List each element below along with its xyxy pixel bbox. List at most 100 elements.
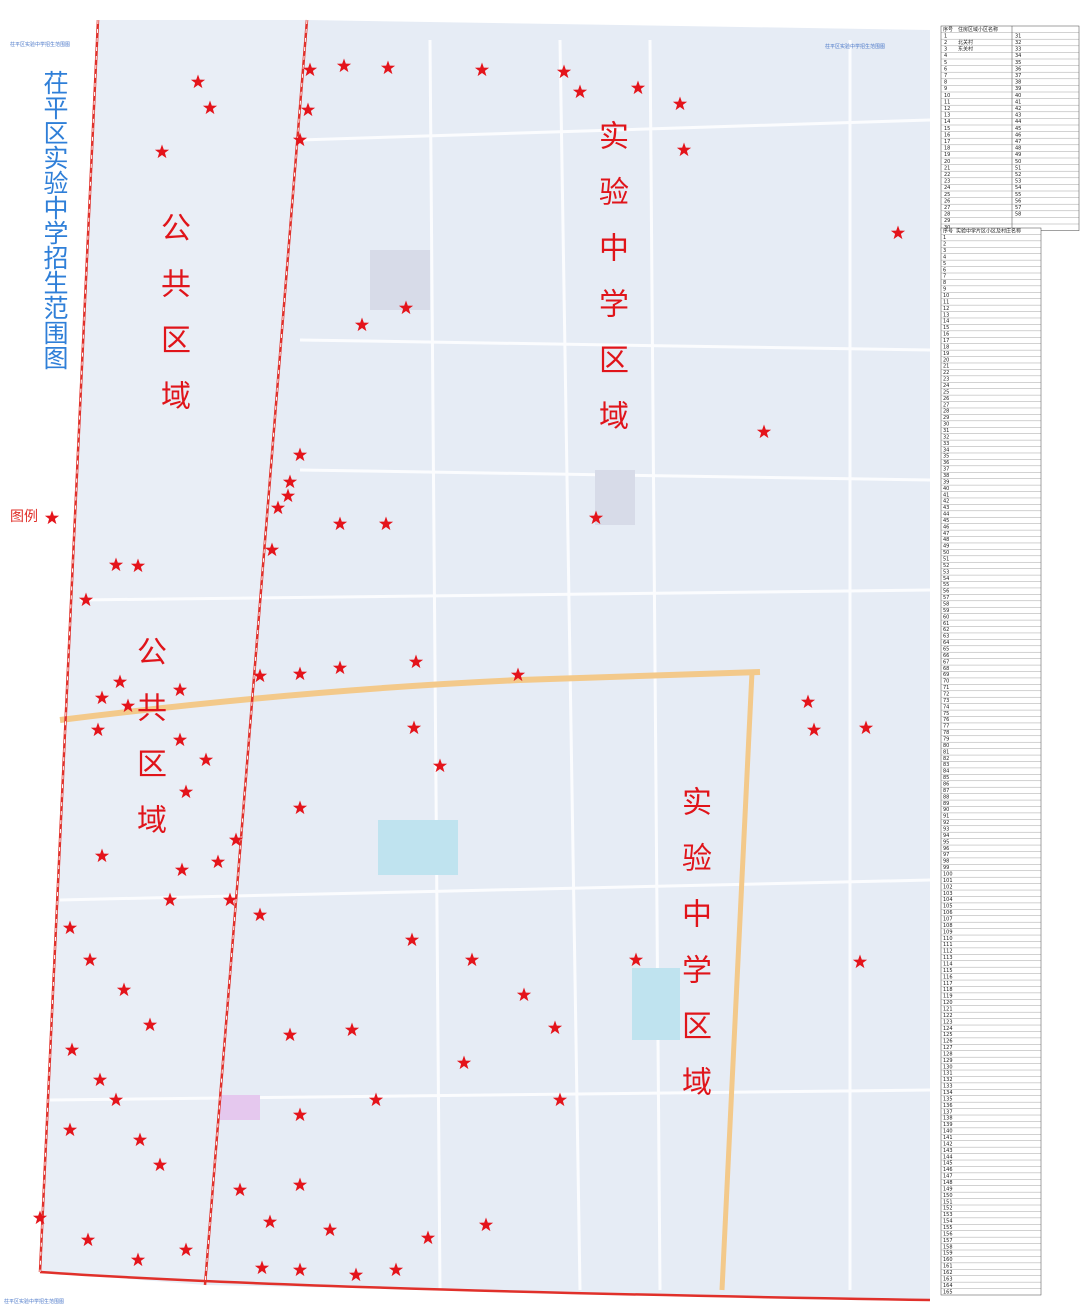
- table-cell: 7: [944, 73, 947, 79]
- table-cell: 18: [944, 146, 950, 152]
- table-cell: 124: [943, 1026, 953, 1032]
- table-cell: 127: [943, 1045, 953, 1051]
- table-cell: 61: [943, 621, 949, 627]
- building: [370, 250, 430, 310]
- star-marker: [80, 1232, 96, 1247]
- star-marker: [94, 848, 110, 863]
- table-cell: 91: [943, 814, 949, 820]
- table-cell: 76: [943, 717, 949, 723]
- star-marker: [806, 722, 822, 737]
- table-cell: 26: [943, 396, 949, 402]
- table-cell: 146: [943, 1167, 953, 1173]
- table-cell: 31: [943, 428, 949, 434]
- star-marker: [252, 907, 268, 922]
- map-title: 茌平区实验中学招生范围图: [40, 70, 69, 370]
- table-cell: 83: [943, 762, 949, 768]
- table-cell: 121: [943, 1006, 953, 1012]
- table-cell: 96: [943, 846, 949, 852]
- table-cell: 100: [943, 871, 953, 877]
- table-cell: 62: [943, 627, 949, 633]
- star-marker: [254, 1260, 270, 1275]
- table-cell: 156: [943, 1231, 953, 1237]
- star-marker: [756, 424, 772, 439]
- table-header: 住房区域小区名称: [958, 26, 998, 33]
- star-marker: [420, 1230, 436, 1245]
- table-cell: 138: [943, 1116, 953, 1122]
- star-marker: [152, 1157, 168, 1172]
- table-cell: 45: [943, 518, 949, 524]
- table-cell: 25: [944, 192, 950, 198]
- table-cell: 133: [943, 1084, 953, 1090]
- table-cell: 153: [943, 1212, 953, 1218]
- table-cell: 115: [943, 968, 953, 974]
- table-cell: 161: [943, 1264, 953, 1270]
- table-cell: 71: [943, 685, 949, 691]
- table-cell: 36: [1015, 66, 1021, 72]
- table-cell: 东关村: [958, 46, 973, 53]
- table-cell: 15: [943, 325, 949, 331]
- table-cell: 11: [943, 299, 949, 305]
- table-cell: 97: [943, 852, 949, 858]
- map: 茌平区实验中学招生范围图 茌平区实验中学招生范围图 茌平区实验中学招生范围图 图…: [4, 19, 931, 1305]
- table-cell: 12: [944, 106, 950, 112]
- area-label: 公共区域: [155, 212, 190, 436]
- table-cell: 27: [943, 402, 949, 408]
- star-marker: [252, 668, 268, 683]
- table-cell: 148: [943, 1180, 953, 1186]
- table-cell: 2: [944, 40, 947, 46]
- table-cell: 55: [943, 582, 949, 588]
- star-marker: [62, 1122, 78, 1137]
- table-cell: 70: [943, 679, 949, 685]
- table-cell: 47: [943, 531, 949, 537]
- table-cell: 23: [944, 179, 950, 185]
- star-marker: [322, 1222, 338, 1237]
- star-marker: [630, 80, 646, 95]
- table-cell: 35: [1015, 60, 1021, 66]
- star-marker: [552, 1092, 568, 1107]
- table-cell: 49: [943, 544, 949, 550]
- table-cell: 14: [943, 319, 949, 325]
- table-cell: 103: [943, 891, 953, 897]
- table-cell: 122: [943, 1013, 953, 1019]
- table-cell: 34: [1015, 53, 1021, 59]
- star-marker: [92, 1072, 108, 1087]
- star-marker: [556, 64, 572, 79]
- table-cell: 165: [943, 1289, 953, 1295]
- table-cell: 88: [943, 794, 949, 800]
- star-marker: [280, 488, 296, 503]
- table-cell: 152: [943, 1206, 953, 1212]
- star-marker: [108, 1092, 124, 1107]
- building: [220, 1095, 260, 1120]
- table-cell: 41: [1015, 99, 1021, 105]
- table-cell: 21: [943, 364, 949, 370]
- table-cell: 130: [943, 1064, 953, 1070]
- table-cell: 51: [1015, 165, 1021, 171]
- table-cell: 12: [943, 306, 949, 312]
- star-marker: [262, 1214, 278, 1229]
- table-cell: 22: [943, 370, 949, 376]
- table-cell: 112: [943, 949, 953, 955]
- building: [378, 820, 458, 875]
- table-cell: 89: [943, 801, 949, 807]
- star-marker: [456, 1055, 472, 1070]
- star-marker: [378, 516, 394, 531]
- table-cell: 94: [943, 833, 949, 839]
- table-cell: 17: [943, 338, 949, 344]
- table-cell: 80: [943, 743, 949, 749]
- star-marker: [432, 758, 448, 773]
- table-cell: 24: [944, 185, 950, 191]
- table-cell: 104: [943, 897, 953, 903]
- table-cell: 24: [943, 383, 949, 389]
- star-marker: [78, 592, 94, 607]
- table-cell: 26: [944, 198, 950, 204]
- table-cell: 125: [943, 1032, 953, 1038]
- table-cell: 123: [943, 1019, 953, 1025]
- star-marker: [292, 132, 308, 147]
- star-marker: [292, 666, 308, 681]
- table-cell: 40: [943, 486, 949, 492]
- table-cell: 3: [944, 47, 947, 53]
- star-marker: [676, 142, 692, 157]
- table-cell: 140: [943, 1129, 953, 1135]
- table-cell: 58: [943, 602, 949, 608]
- table-cell: 85: [943, 775, 949, 781]
